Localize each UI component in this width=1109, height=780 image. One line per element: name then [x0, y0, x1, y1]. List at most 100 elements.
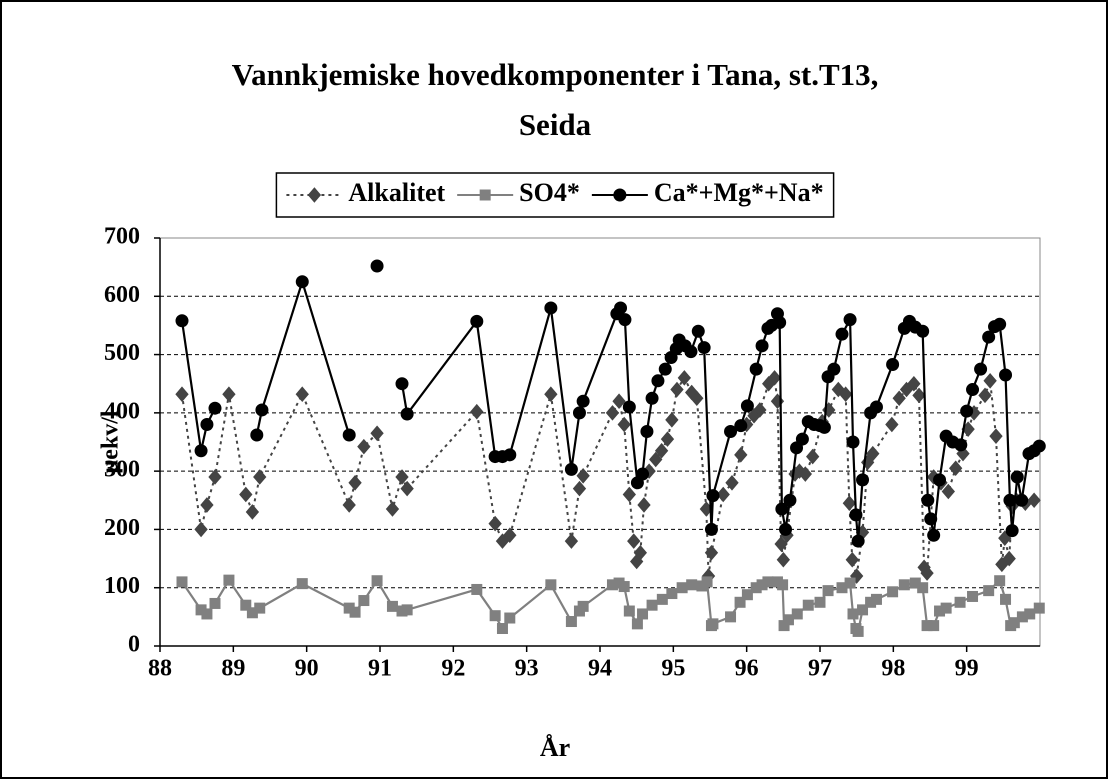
data-point	[250, 428, 264, 442]
data-point	[349, 606, 361, 618]
data-point	[954, 438, 968, 452]
data-point	[960, 404, 974, 418]
data-point	[795, 432, 809, 446]
data-point	[989, 428, 1003, 444]
data-point	[200, 418, 214, 432]
x-tick-label: 94	[588, 656, 612, 682]
data-point	[656, 593, 668, 605]
data-point	[928, 620, 940, 632]
data-point	[471, 583, 483, 595]
data-point	[940, 602, 952, 614]
data-point	[1010, 470, 1024, 484]
data-point	[395, 377, 409, 391]
data-point	[175, 314, 189, 328]
data-point	[617, 416, 631, 433]
data-point	[545, 579, 557, 591]
data-point	[622, 486, 636, 503]
data-point	[577, 600, 589, 612]
data-point	[933, 473, 947, 487]
data-point	[176, 576, 188, 588]
data-point	[846, 435, 860, 449]
y-tick-label: 300	[104, 457, 140, 483]
data-point	[967, 590, 979, 602]
data-point	[395, 469, 409, 485]
data-point	[966, 383, 980, 397]
data-point	[993, 317, 1007, 331]
data-point	[295, 386, 309, 402]
data-point	[504, 612, 516, 624]
data-point	[401, 604, 413, 616]
x-tick-label: 90	[295, 656, 319, 682]
data-point	[342, 428, 356, 442]
data-point	[851, 534, 865, 548]
data-point	[654, 442, 669, 459]
data-point	[1005, 524, 1019, 538]
data-point	[749, 362, 763, 376]
data-point	[886, 357, 900, 371]
data-point	[489, 610, 501, 622]
x-tick-label: 99	[955, 656, 979, 682]
data-point	[856, 473, 870, 487]
y-tick-label: 0	[128, 632, 140, 658]
data-point	[605, 405, 620, 421]
data-point	[255, 403, 269, 417]
y-tick-label: 500	[104, 340, 140, 366]
x-tick-label: 97	[808, 656, 832, 682]
data-point	[917, 582, 929, 594]
data-point	[1027, 492, 1041, 509]
chart-title: Vannkjemiske hovedkomponenter i Tana, st…	[232, 57, 879, 92]
data-point	[716, 486, 730, 503]
data-point	[994, 575, 1006, 587]
x-tick-label: 89	[221, 656, 245, 682]
x-tick-label: 98	[881, 656, 905, 682]
data-point	[725, 475, 739, 491]
data-point	[670, 381, 684, 398]
data-point	[734, 596, 746, 608]
data-point	[892, 390, 906, 407]
data-point	[776, 551, 790, 568]
data-point	[572, 480, 587, 497]
legend-item: Ca*+Mg*+Na*	[591, 178, 824, 207]
legend: Alkalitet SO4* Ca*+Mg*+Na*	[286, 178, 824, 207]
data-point	[684, 345, 698, 359]
data-point	[842, 495, 856, 511]
data-point	[814, 596, 826, 608]
chart-title: Seida	[519, 107, 592, 142]
data-point	[385, 501, 400, 517]
data-point	[358, 595, 370, 607]
data-point	[646, 599, 658, 611]
data-point	[296, 578, 308, 590]
legend-swatch-marker	[613, 188, 627, 202]
data-point	[370, 259, 384, 273]
legend-swatch-marker	[479, 189, 491, 201]
data-point	[208, 469, 222, 485]
data-point	[618, 313, 632, 327]
data-point	[544, 386, 558, 402]
data-point	[665, 412, 679, 428]
data-point	[806, 448, 820, 465]
data-point	[802, 599, 814, 611]
data-point	[564, 533, 579, 549]
data-point	[706, 489, 720, 503]
data-point	[921, 493, 935, 507]
data-point	[614, 301, 628, 315]
data-point	[779, 522, 793, 536]
data-point	[348, 475, 362, 491]
data-point	[488, 515, 502, 532]
x-tick-label: 88	[148, 656, 172, 682]
data-point	[640, 425, 654, 439]
data-point	[239, 486, 253, 503]
data-point	[956, 445, 970, 462]
data-point	[1033, 602, 1045, 614]
data-point	[576, 468, 590, 484]
data-point	[1032, 439, 1046, 453]
data-point	[1024, 608, 1036, 620]
data-point	[254, 602, 266, 614]
y-tick-label: 700	[104, 224, 140, 250]
data-point	[342, 497, 356, 513]
data-point	[835, 327, 849, 341]
x-tick-label: 92	[441, 656, 465, 682]
data-point	[916, 324, 930, 338]
